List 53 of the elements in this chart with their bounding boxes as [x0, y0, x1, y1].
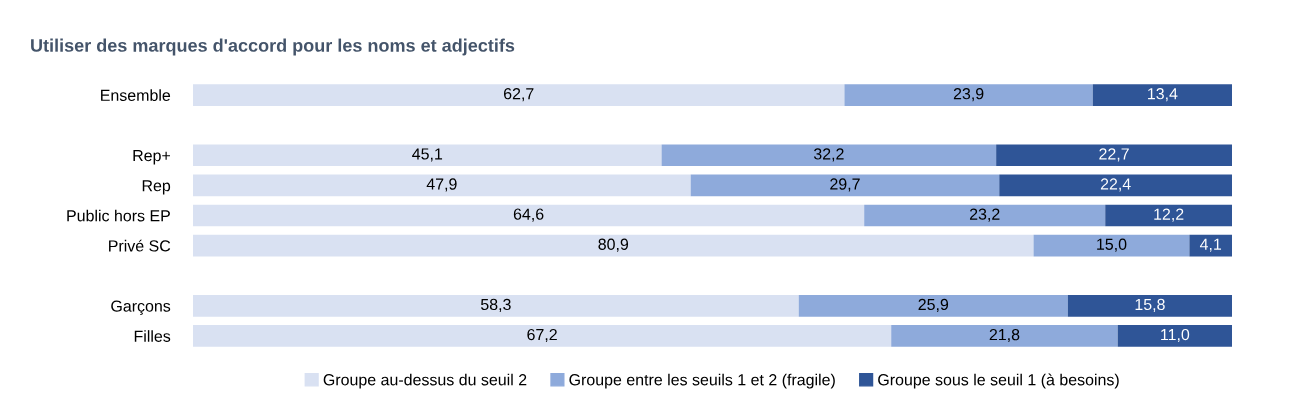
- bar: [1092, 84, 1232, 106]
- data-label: 32,2: [813, 148, 844, 162]
- bar: [193, 204, 865, 227]
- bar: [193, 234, 1034, 257]
- data-label: 64,6: [513, 208, 544, 222]
- y-tick-label: Garçons: [111, 300, 171, 315]
- data-label: 11,0: [1161, 328, 1190, 343]
- legend-label: Groupe au-dessus du seuil 2: [323, 373, 527, 389]
- data-label: 4,1: [1199, 238, 1222, 252]
- y-tick-label: Rep: [142, 180, 171, 195]
- bar: [798, 294, 1068, 317]
- bar: [891, 325, 1118, 347]
- bar: [1067, 294, 1232, 317]
- bar: [864, 204, 1106, 227]
- data-label: 80,9: [598, 238, 629, 252]
- bar: [193, 144, 662, 167]
- y-tick-label: Public hors EP: [67, 209, 170, 222]
- data-label: 23,2: [969, 208, 1000, 222]
- data-label: 12,2: [1154, 208, 1184, 222]
- bar: [193, 325, 892, 347]
- legend-label: Groupe sous le seuil 1 (à besoins): [878, 373, 1119, 389]
- bar: [1033, 234, 1190, 257]
- bar: [996, 144, 1232, 167]
- bar: [661, 144, 997, 167]
- y-tick-label: Ensemble: [101, 89, 171, 101]
- data-label: 13,4: [1148, 88, 1178, 102]
- y-tick-label: Rep+: [133, 150, 170, 165]
- bar: [1117, 325, 1232, 347]
- data-label: 23,9: [953, 88, 984, 102]
- legend-label: Groupe entre les seuils 1 et 2 (fragile): [569, 373, 835, 389]
- bar: [690, 174, 1000, 197]
- bar: [193, 294, 799, 317]
- data-label: 58,3: [480, 298, 511, 313]
- data-label: 25,9: [918, 298, 949, 313]
- y-tick-label: Filles: [134, 330, 171, 342]
- bar: [1189, 234, 1232, 257]
- y-tick-label: Privé SC: [109, 239, 171, 252]
- bar: [844, 84, 1093, 106]
- bar: [193, 84, 845, 106]
- data-label: 22,4: [1100, 178, 1131, 192]
- data-label: 67,2: [527, 328, 557, 343]
- data-label: 22,7: [1099, 148, 1129, 162]
- data-label: 62,7: [504, 88, 534, 102]
- data-label: 45,1: [412, 148, 443, 162]
- data-label: 21,8: [989, 328, 1020, 343]
- data-label: 29,7: [830, 178, 860, 192]
- chart-title: Utiliser des marques d'accord pour les noms et adjectifs: [31, 38, 515, 56]
- data-label: 15,0: [1097, 238, 1127, 252]
- data-label: 47,9: [426, 178, 457, 192]
- data-label: 15,8: [1135, 298, 1165, 313]
- bar: [193, 174, 691, 197]
- bar: [999, 174, 1232, 197]
- bar: [1105, 204, 1232, 227]
